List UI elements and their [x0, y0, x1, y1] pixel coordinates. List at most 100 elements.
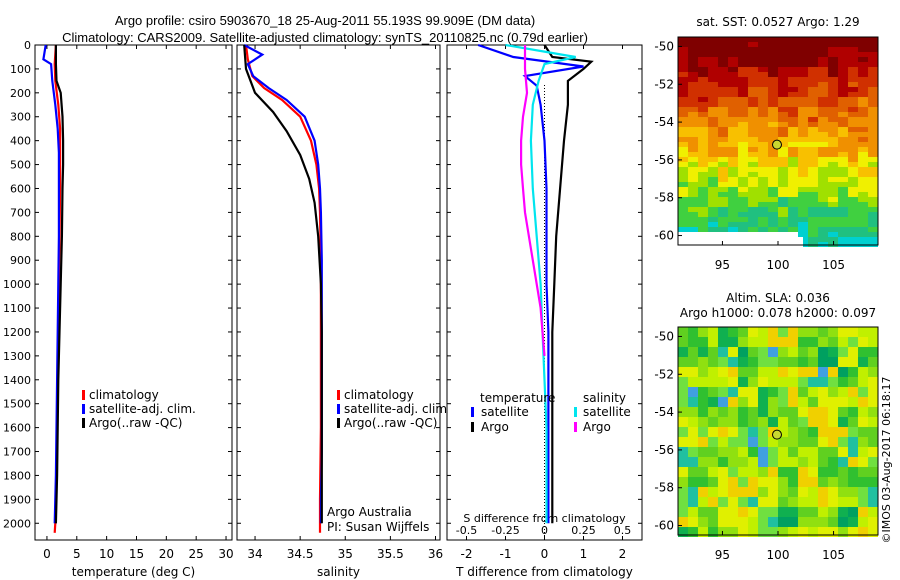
legend-salinity-swatch: [574, 407, 577, 417]
sla-map-argo-marker: [771, 429, 782, 440]
legend-temperature-swatch: [471, 422, 474, 432]
panel2-legend-swatch: [337, 418, 340, 428]
panel1-series-line: [42, 44, 61, 524]
sla-map-ytick-label: -52: [654, 367, 674, 381]
panel1-legend-swatch: [82, 390, 85, 400]
depth-tick-label: 1500: [3, 398, 31, 411]
depth-tick-label: 600: [10, 182, 31, 195]
panel3-xtick-label: 2: [619, 547, 627, 561]
panel1-legend-label: satellite-adj. clim.: [89, 402, 196, 416]
depth-tick-label: 1900: [3, 493, 31, 506]
depth-tick-label: 800: [10, 230, 31, 243]
sla-map-xtick-label: 105: [822, 548, 845, 562]
sst-map-ytick-label: -58: [654, 191, 674, 205]
panel3-series-line: [477, 43, 584, 524]
sla-map-field: [678, 327, 878, 537]
legend-temperature-swatch: [471, 407, 474, 417]
sst-map-xtick-label: 95: [715, 258, 730, 272]
sla-map-subtitle: Argo h1000: 0.078 h2000: 0.097: [680, 306, 876, 320]
depth-tick-label: 100: [10, 63, 31, 76]
panel2-legend-swatch: [337, 404, 340, 414]
panel2-xlabel: salinity: [317, 565, 360, 579]
panel2-legend-swatch: [337, 390, 340, 400]
panel2-legend-label: Argo(..raw -QC): [344, 416, 437, 430]
panel1-legend-swatch: [82, 404, 85, 414]
depth-tick-label: 1600: [3, 422, 31, 435]
depth-tick-label: 1800: [3, 469, 31, 482]
annotation-argo-australia: Argo Australia: [327, 505, 412, 519]
legend-temperature-title: temperature: [480, 391, 555, 405]
panel3-xtick-label: 1: [580, 547, 588, 561]
panel1-legend-label: climatology: [89, 388, 159, 402]
panel3-salinity-xlabel: S difference from climatology: [463, 512, 626, 525]
panel2-xtick-label: 35: [338, 547, 353, 561]
panel2-frame: [236, 44, 441, 541]
depth-tick-label: 700: [10, 206, 31, 219]
panel2-series-line: [243, 44, 323, 524]
panel3-series-line: [519, 45, 546, 356]
depth-tick-label: 1200: [3, 326, 31, 339]
depth-tick-label: 1700: [3, 446, 31, 459]
figure-title-line-2: Climatology: CARS2009. Satellite-adjuste…: [62, 30, 588, 45]
sla-map-xtick-label: 95: [715, 548, 730, 562]
panel3-salinity-tick-label: 0: [541, 524, 548, 537]
sla-map-ytick-label: -54: [654, 405, 674, 419]
sla-map-ytick-label: -60: [654, 519, 674, 533]
panel1-xtick-label: 20: [159, 547, 174, 561]
sst-map-title: sat. SST: 0.0527 Argo: 1.29: [696, 15, 859, 29]
panel3-salinity-tick-label: -0.25: [491, 524, 519, 537]
panel1-frame: [34, 44, 233, 541]
panel1-xlabel: temperature (deg C): [72, 565, 195, 579]
imos-credit: ©IMOS 03-Aug-2017 06:18:17: [880, 377, 893, 544]
sst-map-ytick-label: -52: [654, 77, 674, 91]
sst-map-ytick-label: -54: [654, 115, 674, 129]
panel1-series-line: [54, 45, 65, 524]
sla-map-title: Altim. SLA: 0.036: [726, 291, 830, 305]
panel1-legend-swatch: [82, 418, 85, 428]
panel2-xtick-label: 34: [247, 547, 262, 561]
sla-map-xtick-label: 100: [767, 548, 790, 562]
panel3-salinity-tick-label: -0.5: [456, 524, 477, 537]
depth-tick-label: 900: [10, 254, 31, 267]
sst-map-ytick-label: -56: [654, 153, 674, 167]
panel1-xtick-label: 5: [73, 547, 81, 561]
depth-tick-label: 1000: [3, 278, 31, 291]
panel3-xlabel: T difference from climatology: [455, 565, 633, 579]
panel3-salinity-tick-label: 0.25: [571, 524, 596, 537]
panel3-xtick-label: -1: [500, 547, 512, 561]
panel1-xtick-label: 25: [189, 547, 204, 561]
legend-salinity-label: satellite: [583, 405, 631, 419]
sst-map-argo-marker: [771, 139, 782, 150]
panel1-xtick-label: 15: [129, 547, 144, 561]
panel2-xtick-label: 36: [428, 547, 443, 561]
panel3-xtick-label: 0: [541, 547, 549, 561]
depth-tick-label: 1300: [3, 350, 31, 363]
panel3-salinity-tick-label: 0.5: [614, 524, 632, 537]
sla-map-ytick-label: -58: [654, 481, 674, 495]
depth-tick-label: 200: [10, 87, 31, 100]
legend-salinity-title: salinity: [583, 391, 626, 405]
panel1-xtick-label: 10: [99, 547, 114, 561]
legend-temperature-label: Argo: [481, 420, 509, 434]
sla-map-ytick-label: -56: [654, 443, 674, 457]
depth-tick-label: 300: [10, 111, 31, 124]
panel3-series-line: [505, 43, 576, 524]
sst-map-ytick-label: -60: [654, 229, 674, 243]
panel1-xtick-label: 30: [218, 547, 233, 561]
sst-map-field: [678, 37, 878, 247]
annotation-pi-name: PI: Susan Wijffels: [327, 520, 429, 534]
panel3-xtick-label: -2: [461, 547, 473, 561]
depth-tick-label: 1400: [3, 374, 31, 387]
sst-map-ytick-label: -50: [654, 39, 674, 53]
panel2-xtick-label: 34.5: [287, 547, 314, 561]
panel2-legend-label: climatology: [344, 388, 414, 402]
depth-tick-label: 2000: [3, 517, 31, 530]
legend-salinity-swatch: [574, 422, 577, 432]
depth-tick-label: 1100: [3, 302, 31, 315]
legend-temperature-label: satellite: [481, 405, 529, 419]
legend-salinity-label: Argo: [583, 420, 611, 434]
panel2-legend-label: satellite-adj. clim.: [344, 402, 451, 416]
figure-title-line-1: Argo profile: csiro 5903670_18 25-Aug-20…: [114, 13, 536, 28]
panel2-xtick-label: 35.5: [377, 547, 404, 561]
